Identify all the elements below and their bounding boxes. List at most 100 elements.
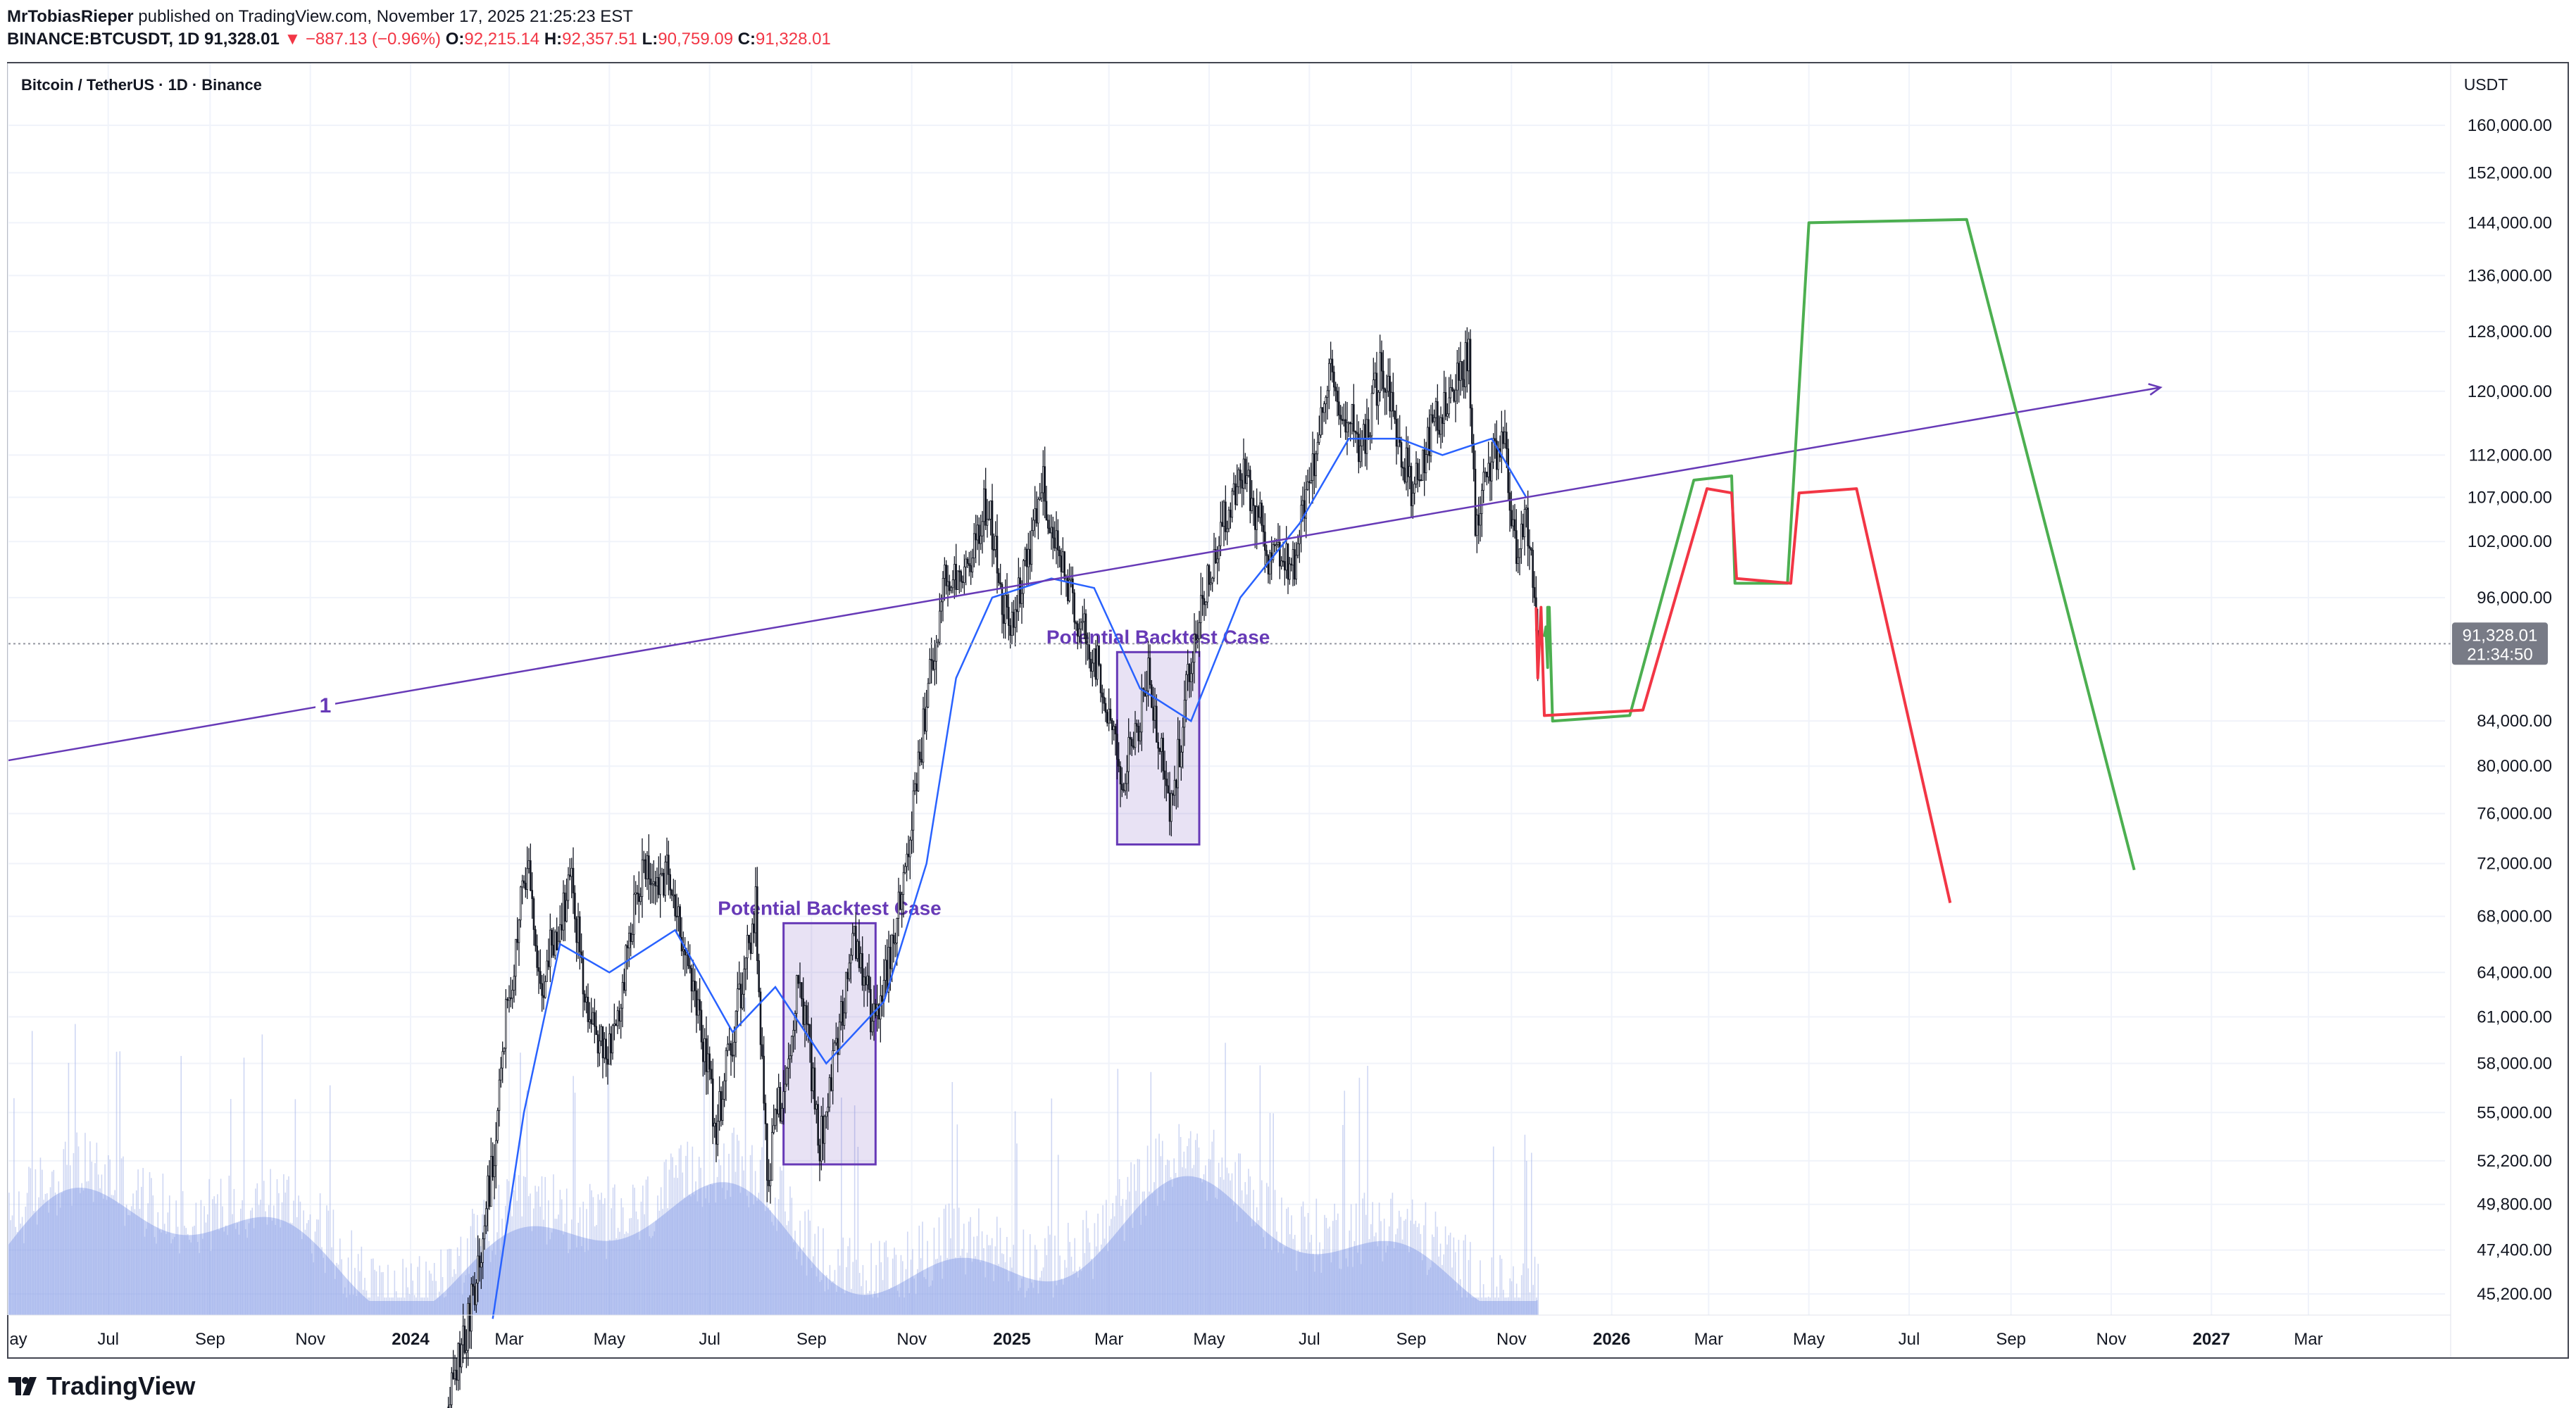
candle-body <box>1134 723 1137 748</box>
candle-body <box>1175 779 1177 788</box>
candle-body <box>1170 793 1173 822</box>
volume-bar <box>577 1222 579 1315</box>
volume-bar <box>154 1237 156 1315</box>
published-text: published on TradingView.com, November 1… <box>138 7 633 26</box>
volume-bar <box>142 1168 144 1315</box>
volume-bar <box>520 1052 521 1315</box>
volume-bar <box>1518 1297 1519 1315</box>
candle-body <box>1121 784 1123 791</box>
candle-body <box>715 1122 718 1145</box>
volume-bar <box>844 1293 846 1315</box>
candle-body <box>449 1404 451 1408</box>
candle-body <box>960 571 962 582</box>
volume-bar <box>761 1147 763 1315</box>
candle-body <box>940 601 942 612</box>
candle-body <box>592 1012 594 1024</box>
volume-bar <box>744 997 746 1315</box>
candle-body <box>984 489 987 526</box>
candle-body <box>616 1010 619 1026</box>
volume-bar <box>1009 1257 1011 1315</box>
candle-body <box>574 893 576 919</box>
volume-bar <box>218 1230 220 1315</box>
volume-bar <box>920 1258 922 1315</box>
volume-bar <box>1243 1203 1244 1315</box>
candle-body <box>582 957 584 995</box>
candle-body <box>496 1110 499 1141</box>
candle-body <box>1190 673 1192 682</box>
volume-bar <box>1259 1065 1261 1315</box>
candle-body <box>1292 549 1294 566</box>
candle-body <box>1060 555 1063 572</box>
tradingview-brand[interactable]: TradingView <box>8 1371 195 1401</box>
candle-body <box>639 896 642 903</box>
price-tick-label: 61,000.00 <box>2477 1007 2552 1026</box>
candle-body <box>501 1051 504 1069</box>
volume-bar <box>1392 1193 1394 1315</box>
candle-body <box>753 923 755 934</box>
volume-bar <box>286 1179 288 1315</box>
candle-body <box>1137 726 1139 741</box>
volume-bar <box>1461 1297 1463 1315</box>
candle-body <box>1218 545 1220 560</box>
volume-bar <box>370 1259 373 1315</box>
volume-bar <box>693 1194 695 1315</box>
volume-bar <box>395 1291 397 1315</box>
candle-body <box>1477 515 1480 526</box>
volume-bar <box>184 1226 185 1315</box>
candle-body <box>1003 614 1005 624</box>
volume-bar <box>89 1141 91 1315</box>
volume-bar <box>1291 1215 1292 1315</box>
volume-bar <box>599 1200 601 1315</box>
candle-body <box>1318 434 1320 443</box>
volume-bar <box>976 1236 978 1315</box>
candle-body <box>730 1043 732 1056</box>
volume-bar <box>73 1152 75 1315</box>
tradingview-logo-icon <box>8 1377 37 1395</box>
volume-bar <box>185 1228 187 1315</box>
volume-bar <box>427 1297 429 1315</box>
price-tick-label: 45,200.00 <box>2477 1285 2552 1304</box>
volume-bar <box>135 1190 137 1315</box>
volume-bar <box>984 1277 987 1315</box>
candle-body <box>480 1262 482 1268</box>
volume-bar <box>1218 1162 1220 1315</box>
volume-bar <box>1220 1176 1221 1315</box>
candle-body <box>454 1369 456 1379</box>
volume-bar <box>730 1197 732 1315</box>
volume-bar <box>250 1210 251 1315</box>
volume-bar <box>407 1287 408 1315</box>
candle-body <box>456 1369 458 1381</box>
candle-body <box>899 891 901 910</box>
volume-bar <box>268 1205 270 1315</box>
time-tick-label: Sep <box>1396 1330 1427 1349</box>
candle-body <box>1428 427 1430 456</box>
volume-bar <box>766 1174 768 1315</box>
volume-bar <box>1405 1219 1406 1315</box>
volume-bar <box>1513 1266 1514 1315</box>
candle-body <box>994 536 996 550</box>
candle-body <box>643 859 645 862</box>
candle-body <box>1415 463 1418 485</box>
volume-bar <box>713 1143 715 1315</box>
volume-bar <box>1434 1212 1437 1315</box>
candle-body <box>653 881 655 884</box>
volume-bar <box>75 1024 76 1315</box>
volume-bar <box>955 1257 956 1315</box>
volume-bar <box>579 1207 581 1315</box>
volume-bar <box>1175 1173 1177 1315</box>
volume-bar <box>516 1200 518 1315</box>
volume-bar <box>637 1219 639 1315</box>
volume-bar <box>1304 1217 1306 1315</box>
candle-body <box>1449 387 1452 398</box>
volume-bar <box>1523 1263 1524 1315</box>
volume-bar <box>444 1297 445 1315</box>
candle-body <box>1330 358 1332 364</box>
candle-body <box>1084 613 1087 644</box>
volume-bar <box>607 1068 609 1315</box>
author-name[interactable]: MrTobiasRieper <box>7 7 134 26</box>
candle-body <box>590 1019 592 1024</box>
volume-bar <box>823 1228 824 1315</box>
volume-bar <box>624 1233 625 1315</box>
volume-bar <box>518 1175 520 1315</box>
